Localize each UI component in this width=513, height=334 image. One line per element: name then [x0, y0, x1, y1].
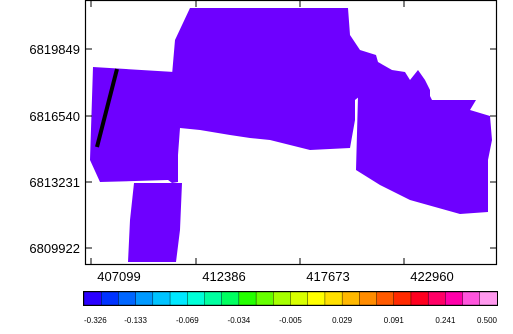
colorbar-swatch [101, 291, 119, 306]
colorbar-swatch [462, 291, 481, 306]
colorbar-swatch [445, 291, 464, 306]
colorbar-swatch [410, 291, 429, 306]
colorbar-swatch [118, 291, 137, 306]
x-tick-label: 412386 [202, 269, 245, 284]
colorbar-swatch [83, 291, 102, 306]
colorbar-swatch [359, 291, 378, 306]
colorbar-swatch [341, 291, 360, 306]
colorbar-swatch [238, 291, 257, 306]
colorbar-label: -0.069 [176, 316, 199, 325]
x-tick-label: 417673 [306, 269, 349, 284]
colorbar-swatch [135, 291, 154, 306]
x-axis-ticks [90, 0, 405, 265]
colorbar-swatch [152, 291, 171, 306]
colorbar-swatch [427, 291, 446, 306]
y-tick-label: 6809922 [29, 241, 80, 256]
colorbar-label: 0.029 [332, 316, 353, 325]
colorbar-swatch [169, 291, 188, 306]
y-tick-label: 6813231 [29, 175, 80, 190]
colorbar-label: -0.326 [84, 316, 107, 325]
colorbar-swatch [307, 291, 326, 306]
colorbar-label: 0.241 [435, 316, 456, 325]
y-tick-label: 6819849 [29, 42, 80, 57]
y-axis-ticks [85, 48, 497, 249]
y-tick-label: 6816540 [29, 109, 80, 124]
data-raster [90, 8, 492, 262]
colorbar-swatch [273, 291, 292, 306]
colorbar-swatch [479, 291, 498, 306]
colorbar-swatch [187, 291, 205, 306]
colorbar-swatch [221, 291, 240, 306]
colorbar-labels: -0.326 -0.133 -0.069 -0.034 -0.005 0.029 0.091… [84, 316, 498, 325]
colorbar-swatch [376, 291, 395, 306]
colorbar-swatch [393, 291, 412, 306]
colorbar [83, 291, 498, 306]
colorbar-swatch [324, 291, 343, 306]
colorbar-swatch [255, 291, 274, 306]
colorbar-label: -0.133 [124, 316, 147, 325]
colorbar-frame [83, 291, 498, 306]
map-frame [84, 0, 498, 266]
colorbar-swatch [204, 291, 223, 306]
colorbar-label: -0.034 [228, 316, 251, 325]
colorbar-label: -0.005 [279, 316, 302, 325]
x-tick-label: 422960 [410, 269, 453, 284]
survey-line [95, 68, 119, 148]
x-tick-label: 407099 [97, 269, 140, 284]
colorbar-swatch [290, 291, 309, 306]
colorbar-label: 0.091 [384, 316, 405, 325]
colorbar-label: 0.500 [477, 316, 498, 325]
